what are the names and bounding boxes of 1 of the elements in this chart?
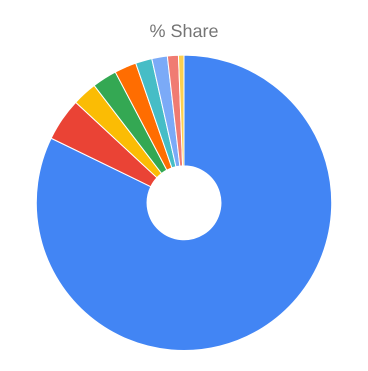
chart-title: % Share [149, 20, 219, 41]
